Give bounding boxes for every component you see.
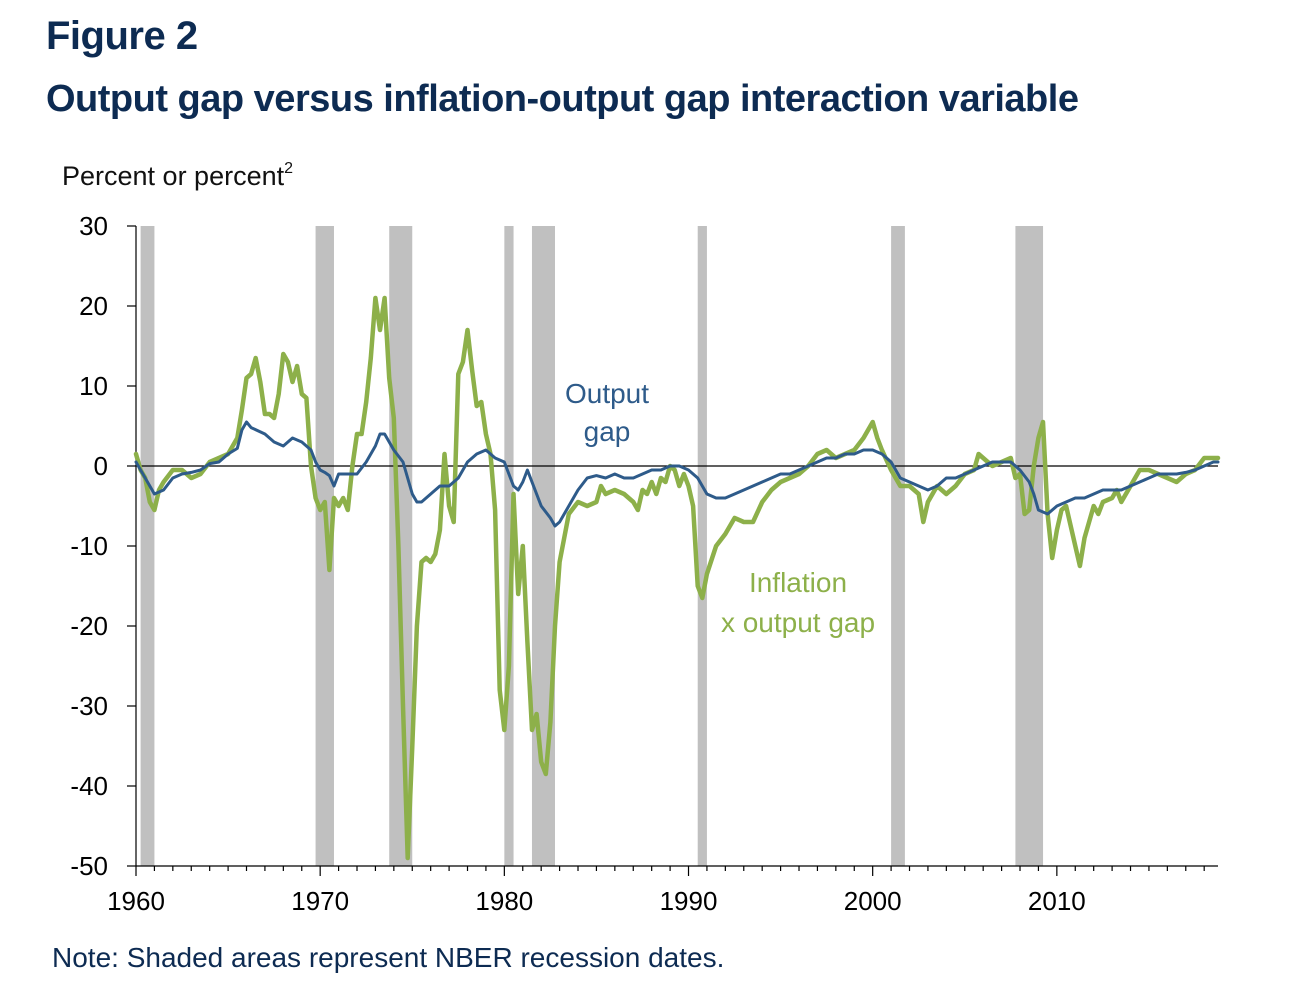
recession-shading (140, 226, 1044, 866)
recession-band-3 (389, 226, 413, 866)
units-text: Percent or percent (62, 161, 285, 191)
recession-band-7 (891, 226, 905, 866)
y-tick-label: 30 (79, 211, 108, 241)
recession-band-6 (697, 226, 707, 866)
y-tick-label: -50 (70, 851, 108, 881)
y-tick-label: 20 (79, 291, 108, 321)
y-tick-label: 0 (94, 451, 108, 481)
units-superscript: 2 (284, 160, 294, 177)
series-labels: Output gap Inflation x output gap (565, 378, 875, 638)
chart-title: Output gap versus inflation-output gap i… (46, 78, 1079, 120)
recession-band-4 (504, 226, 514, 866)
interaction-label-line-1: Inflation (749, 567, 847, 598)
output-gap-label-line-2: gap (584, 416, 631, 447)
x-tick-label: 1990 (660, 886, 718, 916)
figure-label: Figure 2 (46, 14, 198, 58)
y-tick-label: 10 (79, 371, 108, 401)
y-tick-label: -10 (70, 531, 108, 561)
output-gap-label-line-1: Output (565, 378, 649, 409)
y-tick-label: -40 (70, 771, 108, 801)
x-tick-label: 1960 (107, 886, 165, 916)
x-tick-label: 2010 (1028, 886, 1086, 916)
chart-note: Note: Shaded areas represent NBER recess… (52, 942, 725, 973)
y-tick-label: -30 (70, 691, 108, 721)
output-gap-line (134, 420, 1220, 528)
x-tick-label: 2000 (844, 886, 902, 916)
y-tick-label: -20 (70, 611, 108, 641)
interaction-label-line-2: x output gap (721, 607, 875, 638)
y-axis-units: Percent or percent2 (62, 160, 293, 192)
x-tick-label: 1970 (291, 886, 349, 916)
interaction-line (133, 295, 1221, 861)
recession-band-8 (1015, 226, 1044, 866)
recession-band-1 (140, 226, 155, 866)
x-tick-label: 1980 (475, 886, 533, 916)
series-lines (133, 295, 1221, 861)
recession-band-2 (315, 226, 334, 866)
